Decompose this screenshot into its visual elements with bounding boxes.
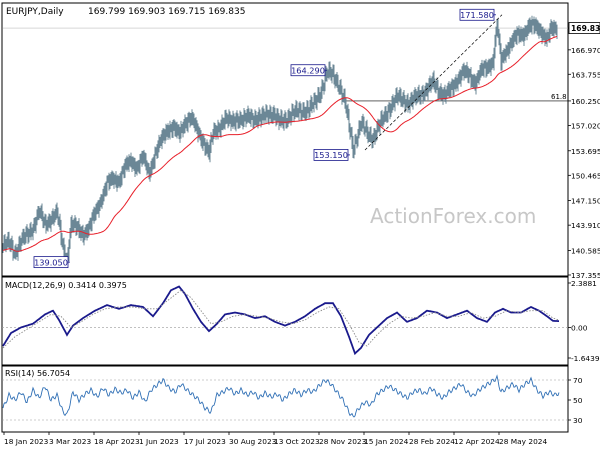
price-annotation-label: 171.580 — [460, 10, 494, 20]
price-y-tick-label: 166.970 — [571, 46, 600, 55]
last-price-label: 169.835 — [571, 24, 600, 33]
x-axis-tick-label: 28 Nov 2023 — [319, 437, 367, 446]
x-axis-tick-label: 17 Jul 2023 — [184, 437, 226, 446]
price-annotation-label: 139.050 — [34, 257, 68, 267]
price-y-tick-label: 163.755 — [571, 70, 600, 79]
rsi-y-tick-label: 30 — [573, 416, 583, 425]
x-axis-tick-label: 3 Mar 2023 — [49, 437, 91, 446]
rsi-line — [2, 374, 560, 418]
rsi-panel-frame — [1, 365, 569, 433]
macd-signal-line — [2, 289, 560, 349]
macd-layer — [2, 285, 568, 356]
macd-axis: 2.3881 0.00 -1.6439 — [568, 279, 600, 363]
x-axis-tick-label: 15 Jan 2024 — [364, 437, 409, 446]
rsi-y-tick-label: 70 — [573, 376, 583, 385]
rsi-y-tick-label: 50 — [573, 396, 583, 405]
moving-average-line — [2, 35, 558, 252]
price-annotation-label: 164.290 — [291, 65, 325, 75]
price-layer: 61.8 171.580 164.290 153.150 139.050 — [2, 8, 568, 269]
rsi-layer — [2, 374, 568, 421]
symbol-label: EURJPY,Daily — [6, 7, 64, 17]
x-axis-tick-label: 30 Aug 2023 — [229, 437, 277, 446]
macd-y-tick-label: -1.6439 — [571, 354, 600, 363]
x-axis-tick-label: 28 Feb 2024 — [409, 437, 455, 446]
price-annotation-label: 153.150 — [314, 150, 348, 160]
macd-y-tick-label: 2.3881 — [571, 279, 597, 288]
fib-level-label: 61.8 — [551, 93, 567, 101]
price-y-tick-label: 150.465 — [571, 171, 600, 180]
x-axis-tick-label: 12 Apr 2024 — [454, 437, 500, 446]
x-axis-tick-label: 18 Apr 2023 — [94, 437, 140, 446]
macd-panel-frame — [1, 276, 569, 366]
trendline — [364, 14, 503, 151]
price-y-tick-label: 157.020 — [571, 121, 600, 130]
price-axis: 169.835 166.970 163.755 160.250 157.020 153.6… — [568, 22, 600, 280]
rsi-title: RSI(14) 56.7054 — [5, 369, 70, 378]
x-axis-tick-label: 28 May 2024 — [499, 437, 547, 446]
rsi-axis: 70 50 30 — [568, 376, 583, 425]
price-y-tick-label: 140.585 — [571, 246, 600, 255]
ohlc-readout: 169.799 169.903 169.715 169.835 — [88, 7, 245, 17]
price-y-tick-label: 147.150 — [571, 197, 600, 206]
macd-y-tick-label: 0.00 — [571, 323, 588, 332]
last-price-box — [568, 22, 600, 34]
price-y-tick-label: 160.250 — [571, 97, 600, 106]
x-axis-tick-label: 1 Jun 2023 — [139, 437, 179, 446]
price-y-tick-label: 153.695 — [571, 147, 600, 156]
price-y-tick-label: 137.355 — [571, 271, 600, 280]
price-y-tick-label: 143.910 — [571, 221, 600, 230]
macd-title: MACD(12,26,9) 0.3414 0.3975 — [5, 281, 127, 290]
x-axis-tick-label: 18 Jan 2023 — [4, 437, 49, 446]
watermark: ActionForex.com — [370, 204, 536, 228]
x-axis-tick-label: 13 Oct 2023 — [274, 437, 320, 446]
macd-line — [2, 285, 559, 356]
price-panel-frame — [1, 2, 569, 277]
x-axis: 18 Jan 2023 3 Mar 2023 18 Apr 2023 1 Jun 20… — [3, 432, 547, 446]
